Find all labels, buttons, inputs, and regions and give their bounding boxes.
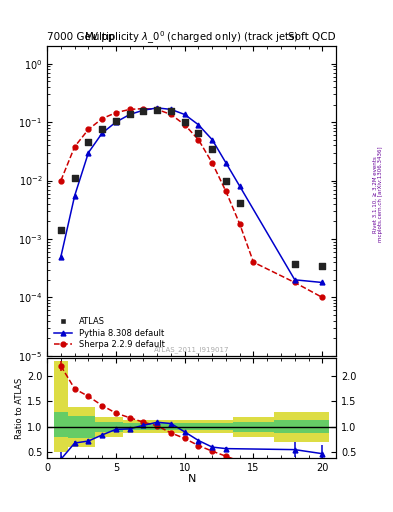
Bar xyxy=(68,416,95,438)
Bar xyxy=(233,422,274,432)
Point xyxy=(140,107,147,115)
Text: ATLAS_2011_I919017: ATLAS_2011_I919017 xyxy=(154,346,230,353)
Point xyxy=(223,177,229,185)
Point xyxy=(127,110,133,118)
Bar xyxy=(123,420,178,433)
Y-axis label: Ratio to ATLAS: Ratio to ATLAS xyxy=(15,378,24,439)
Point xyxy=(237,199,243,207)
Point xyxy=(99,124,105,133)
Point xyxy=(72,174,78,182)
Bar xyxy=(68,407,95,447)
Legend: ATLAS, Pythia 8.308 default, Sherpa 2.2.9 default: ATLAS, Pythia 8.308 default, Sherpa 2.2.… xyxy=(51,315,167,352)
Point xyxy=(292,260,298,268)
Point xyxy=(154,106,160,114)
Text: Soft QCD: Soft QCD xyxy=(288,32,336,42)
Bar xyxy=(274,412,329,442)
Point xyxy=(168,107,174,115)
Bar xyxy=(95,422,123,432)
Bar xyxy=(54,412,68,437)
Point xyxy=(58,226,64,234)
Bar xyxy=(274,420,329,433)
Bar xyxy=(233,417,274,437)
Point xyxy=(319,262,325,270)
Bar xyxy=(178,423,233,431)
Bar xyxy=(123,423,178,431)
Text: 7000 GeV pp: 7000 GeV pp xyxy=(47,32,115,42)
Bar xyxy=(95,417,123,437)
Text: Rivet 3.1.10, ≥ 3.2M events: Rivet 3.1.10, ≥ 3.2M events xyxy=(373,156,378,233)
X-axis label: N: N xyxy=(187,475,196,484)
Title: Multiplicity $\lambda\_0^0$ (charged only) (track jets): Multiplicity $\lambda\_0^0$ (charged onl… xyxy=(84,30,299,46)
Point xyxy=(85,138,92,146)
Point xyxy=(113,117,119,125)
Point xyxy=(182,118,188,126)
Bar xyxy=(54,361,68,452)
Point xyxy=(195,129,202,137)
Text: mcplots.cern.ch [arXiv:1306.3436]: mcplots.cern.ch [arXiv:1306.3436] xyxy=(378,147,383,242)
Bar xyxy=(178,420,233,433)
Point xyxy=(209,145,215,153)
